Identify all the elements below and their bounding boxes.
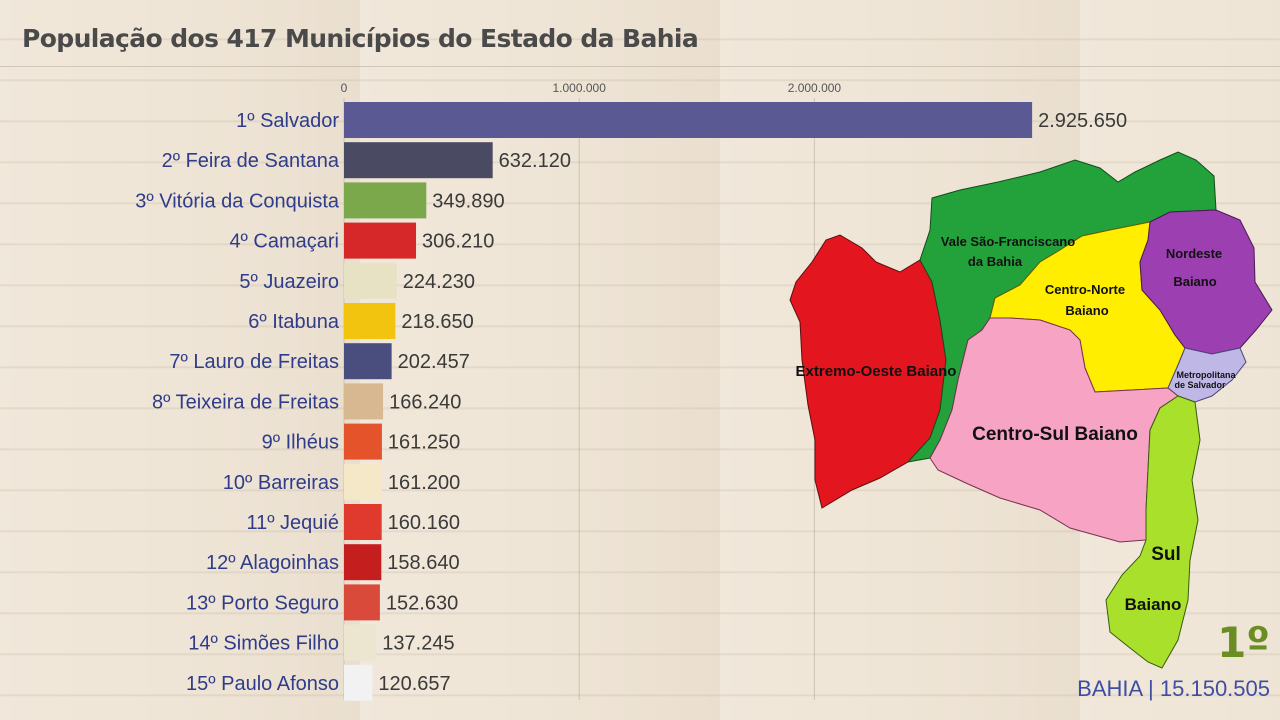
value-label: 632.120 <box>499 150 571 172</box>
category-label: 4º Camaçari <box>229 231 339 253</box>
category-label: 9º Ilhéus <box>262 432 339 454</box>
category-label: 12º Alagoinhas <box>206 552 339 574</box>
bar <box>344 423 382 460</box>
value-label: 224.230 <box>403 271 475 293</box>
category-label: 6º Itabuna <box>248 311 340 333</box>
region-label-vale-1: Vale São-Franciscano <box>941 234 1075 249</box>
region-label-nordeste-2: Baiano <box>1173 274 1216 289</box>
x-tick-label: 0 <box>341 81 348 95</box>
value-label: 161.200 <box>388 472 460 494</box>
region-sul <box>1105 395 1201 669</box>
value-label: 160.160 <box>388 512 460 534</box>
value-label: 120.657 <box>378 673 450 695</box>
region-extremo-oeste <box>789 234 947 509</box>
category-label: 8º Teixeira de Freitas <box>152 391 339 413</box>
value-label: 152.630 <box>386 592 458 614</box>
category-label: 1º Salvador <box>236 110 339 132</box>
category-label: 2º Feira de Santana <box>162 150 340 172</box>
bar <box>344 544 382 581</box>
bar <box>344 102 1033 138</box>
bar <box>344 504 382 540</box>
bar <box>344 303 396 339</box>
value-label: 349.890 <box>432 190 504 212</box>
bar <box>344 182 427 219</box>
region-label-sul-1: Sul <box>1151 544 1181 565</box>
region-label-nordeste-1: Nordeste <box>1166 246 1222 261</box>
region-label-sul-2: Baiano <box>1125 595 1182 614</box>
category-label: 5º Juazeiro <box>239 271 339 293</box>
region-label-metropolitana-1: Metropolitana <box>1176 370 1236 380</box>
bar <box>344 343 392 380</box>
region-label-metropolitana-2: de Salvador <box>1174 380 1226 390</box>
bar <box>344 222 417 259</box>
category-label: 13º Porto Seguro <box>186 592 339 614</box>
rank-indicator: 1º <box>1217 618 1270 667</box>
region-label-centro-norte-1: Centro-Norte <box>1045 282 1125 297</box>
value-label: 306.210 <box>422 231 494 253</box>
value-label: 202.457 <box>398 351 470 373</box>
title-divider <box>0 66 1280 67</box>
bar <box>344 383 384 420</box>
x-tick-label: 1.000.000 <box>553 81 607 95</box>
bar <box>344 463 382 500</box>
category-label: 3º Vitória da Conquista <box>135 190 340 212</box>
bar <box>344 624 377 661</box>
region-metropolitana <box>1167 347 1247 403</box>
bar <box>344 664 373 701</box>
region-label-extremo-oeste: Extremo-Oeste Baiano <box>796 363 957 380</box>
region-label-centro-norte-2: Baiano <box>1065 303 1108 318</box>
category-label: 11º Jequié <box>246 512 339 534</box>
value-label: 137.245 <box>382 633 454 655</box>
value-label: 158.640 <box>387 552 459 574</box>
category-label: 15º Paulo Afonso <box>186 673 339 695</box>
bar <box>344 142 493 179</box>
value-label: 161.250 <box>388 432 460 454</box>
category-label: 10º Barreiras <box>223 472 339 494</box>
value-label: 166.240 <box>389 391 461 413</box>
region-label-centro-sul: Centro-Sul Baiano <box>972 424 1138 445</box>
category-label: 7º Lauro de Freitas <box>169 351 339 373</box>
category-label: 14º Simões Filho <box>188 633 339 655</box>
chart-title: População dos 417 Municípios do Estado d… <box>22 24 699 53</box>
value-label: 218.650 <box>401 311 473 333</box>
bar <box>344 584 380 621</box>
region-label-vale-2: da Bahia <box>968 254 1023 269</box>
state-total-population: BAHIA | 15.150.505 <box>1077 676 1270 701</box>
bar <box>344 262 397 299</box>
x-tick-label: 2.000.000 <box>788 81 842 95</box>
value-label: 2.925.650 <box>1038 110 1127 132</box>
